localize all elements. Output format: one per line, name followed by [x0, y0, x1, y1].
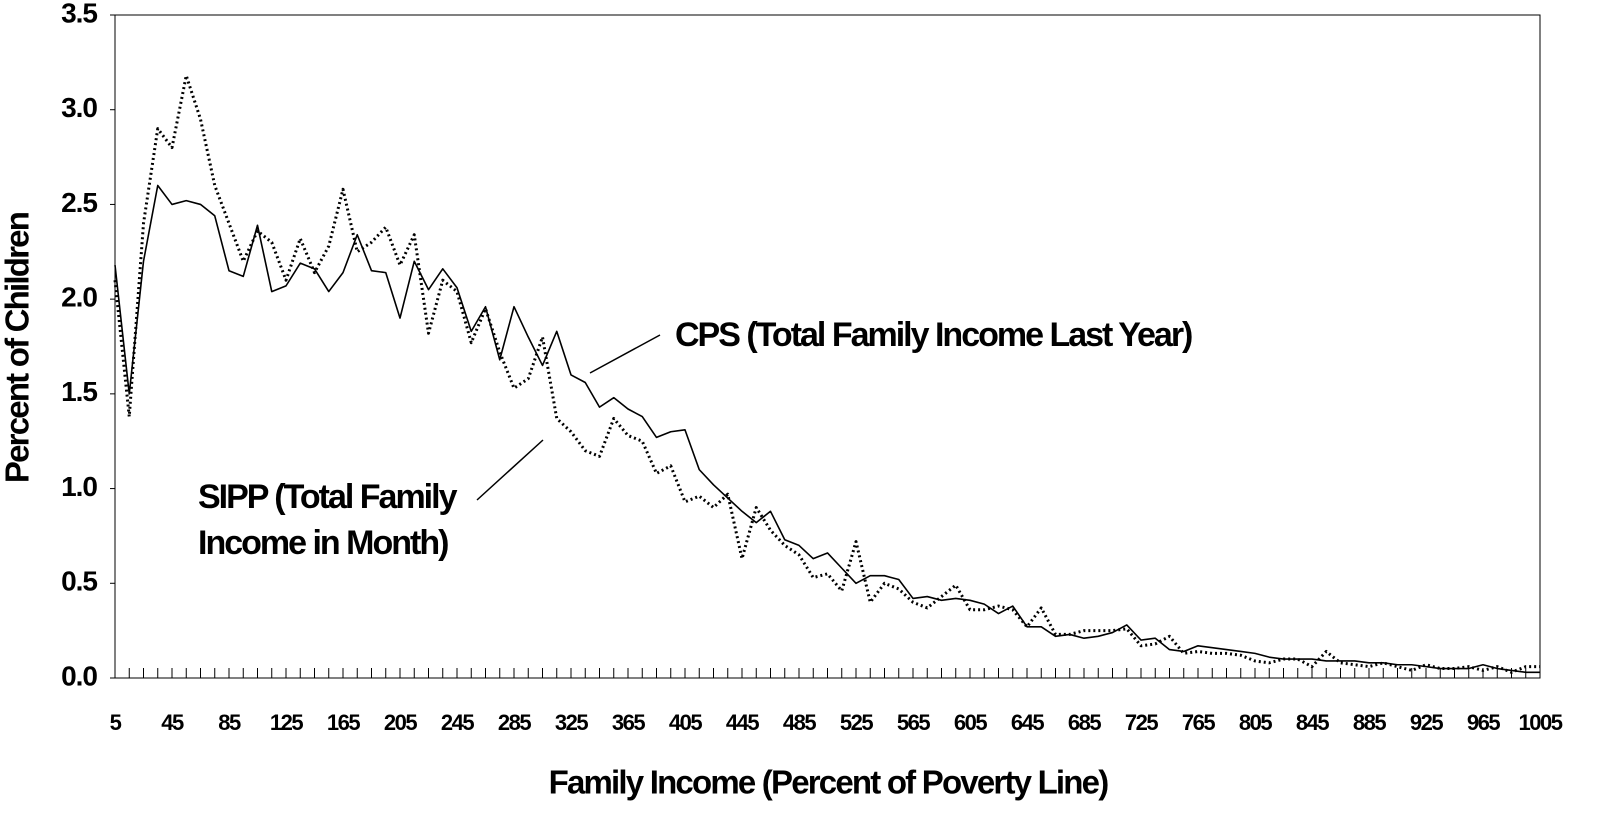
x-tick-label: 365	[612, 710, 645, 735]
annotation-leader	[589, 334, 661, 374]
x-tick-label: 245	[441, 710, 474, 735]
x-axis-title: Family Income (Percent of Poverty Line)	[549, 764, 1109, 801]
annotation-leader	[476, 439, 544, 501]
y-tick-label: 2.5	[61, 187, 97, 218]
y-tick-label: 0.5	[61, 566, 97, 597]
x-tick-label: 165	[327, 710, 360, 735]
series-line	[114, 184, 1540, 674]
x-tick-label: 805	[1239, 710, 1272, 735]
y-tick-label: 3.5	[61, 0, 97, 28]
y-tick-label: 1.0	[61, 471, 97, 502]
x-tick-label: 45	[161, 710, 184, 735]
y-tick-label: 0.0	[61, 660, 97, 691]
x-tick-label: 925	[1410, 710, 1443, 735]
x-tick-label: 485	[783, 710, 816, 735]
y-tick-label: 1.5	[61, 376, 97, 407]
x-tick-label: 325	[555, 710, 588, 735]
x-tick-label: 405	[669, 710, 702, 735]
x-tick-label: 765	[1182, 710, 1215, 735]
y-axis-title: Percent of Children	[0, 212, 36, 483]
x-tick-label: 885	[1353, 710, 1386, 735]
x-tick-label: 845	[1296, 710, 1329, 735]
x-tick-label: 965	[1467, 710, 1500, 735]
x-tick-label: 605	[954, 710, 987, 735]
series-annotation: CPS (Total Family Income Last Year)	[675, 316, 1193, 354]
series-line	[113, 74, 1540, 674]
x-tick-label: 565	[897, 710, 930, 735]
x-tick-label: 645	[1011, 710, 1044, 735]
x-tick-label: 685	[1068, 710, 1101, 735]
y-tick-label: 3.0	[61, 92, 97, 123]
x-tick-label: 1005	[1519, 710, 1563, 735]
x-tick-label: 285	[498, 710, 531, 735]
x-tick-label: 445	[726, 710, 759, 735]
y-tick-label: 2.0	[61, 282, 97, 313]
x-tick-label: 85	[218, 710, 241, 735]
x-tick-label: 525	[840, 710, 873, 735]
x-tick-label: 5	[110, 710, 122, 735]
x-tick-label: 725	[1125, 710, 1158, 735]
x-tick-label: 205	[384, 710, 417, 735]
series-annotation: SIPP (Total Family Income in Month)	[198, 478, 457, 562]
x-tick-label: 125	[270, 710, 303, 735]
